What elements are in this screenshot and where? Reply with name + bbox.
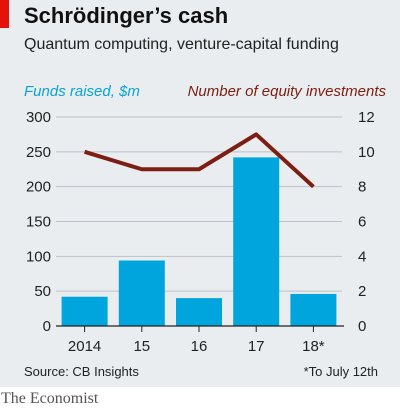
chart-plot: 0 50 100 150 200 250 300 0 2 4 6 8 10 12 2014 15 16 17 18*	[26, 109, 375, 355]
y-left-tick-label: 150	[26, 214, 51, 231]
x-tick-label: 17	[248, 338, 265, 355]
x-tick-label: 2014	[68, 338, 101, 355]
chart-subtitle: Quantum computing, venture-capital fundi…	[24, 36, 339, 53]
y-right-tick-label: 6	[358, 214, 366, 231]
legend-equity-investments: Number of equity investments	[187, 83, 386, 100]
x-tick-label: 16	[191, 338, 208, 355]
source-note: Source: CB Insights	[24, 364, 139, 379]
bar	[118, 260, 165, 326]
y-left-tick-label: 0	[43, 318, 51, 335]
brand-tab	[0, 0, 9, 28]
footnote: *To July 12th	[303, 364, 378, 379]
y-right-tick-label: 4	[358, 248, 366, 265]
publisher-logo: The Economist	[1, 390, 99, 407]
y-right-tick-label: 12	[358, 109, 375, 126]
bar	[233, 157, 280, 326]
equity-investments-line	[84, 132, 315, 189]
legend-funds-raised: Funds raised, $m	[24, 83, 140, 100]
y-left-tick-label: 200	[26, 179, 51, 196]
y-left-tick-label: 300	[26, 109, 51, 126]
bar	[290, 293, 337, 326]
y-left-tick-label: 250	[26, 144, 51, 161]
y-right-tick-label: 0	[358, 318, 366, 335]
chart-title: Schrödinger’s cash	[24, 3, 229, 28]
bar	[176, 298, 222, 326]
x-tick-label: 18*	[302, 338, 325, 355]
y-right-tick-label: 8	[358, 179, 366, 196]
x-tick-label: 15	[133, 338, 150, 355]
y-right-tick-label: 2	[358, 283, 366, 300]
y-left-tick-label: 100	[26, 248, 51, 265]
y-left-tick-label: 50	[34, 283, 51, 300]
y-right-tick-label: 10	[358, 144, 375, 161]
bar	[61, 296, 108, 326]
